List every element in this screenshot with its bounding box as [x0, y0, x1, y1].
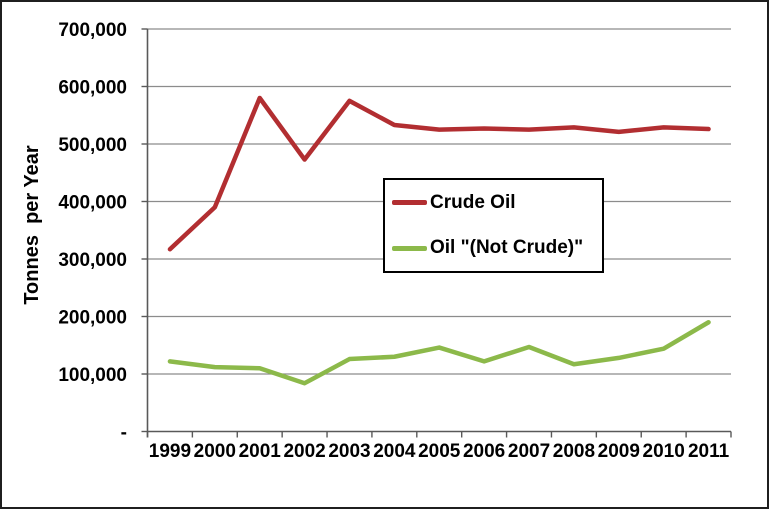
legend-label-not-crude: Oil "(Not Crude)": [430, 237, 584, 259]
legend[interactable]: Crude Oil Oil "(Not Crude)": [383, 178, 604, 273]
x-tick-label: 2011: [688, 441, 730, 462]
x-tick-label: 2010: [643, 441, 685, 462]
x-tick-label: 2007: [508, 441, 550, 462]
y-tick-label: 700,000: [58, 20, 127, 41]
y-tick-label: 300,000: [58, 250, 127, 271]
x-tick-label: 2006: [463, 441, 505, 462]
legend-item-not-crude[interactable]: Oil "(Not Crude)": [392, 237, 602, 259]
x-tick-label: 2009: [598, 441, 640, 462]
y-tick-label: 400,000: [58, 193, 127, 214]
x-tick-label: 2000: [194, 441, 236, 462]
y-tick-label: 600,000: [58, 78, 127, 99]
y-tick-label: 200,000: [58, 308, 127, 329]
x-tick-label: 2005: [418, 441, 461, 462]
y-axis-title: Tonnes per Year: [21, 145, 43, 305]
legend-label-crude-oil: Crude Oil: [430, 191, 516, 213]
legend-item-crude-oil[interactable]: Crude Oil: [392, 192, 602, 214]
y-tick-label: -: [121, 423, 127, 444]
series-line-0[interactable]: [167, 95, 711, 252]
y-tick-label: 100,000: [58, 365, 127, 386]
x-tick-label: 2003: [328, 441, 370, 462]
x-tick-label: 2004: [373, 441, 416, 462]
x-tick-label: 2002: [283, 441, 325, 462]
x-tick-label: 2001: [239, 441, 282, 462]
y-tick-label: 500,000: [58, 135, 127, 156]
x-tick-label: 1999: [149, 441, 191, 462]
series-line-1[interactable]: [167, 320, 711, 386]
x-tick-label: 2008: [553, 441, 595, 462]
legend-line-sample-not-crude: [392, 245, 427, 251]
legend-line-sample-crude-oil: [392, 200, 427, 206]
